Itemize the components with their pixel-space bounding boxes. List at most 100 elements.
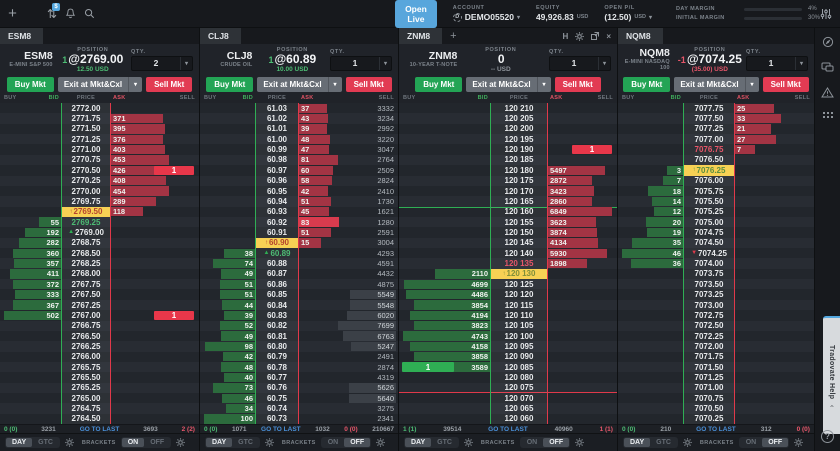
ladder-row[interactable]: 73 5626 60.76 bbox=[200, 382, 398, 394]
price-cell[interactable]: 2771.50 bbox=[62, 123, 110, 135]
price-cell[interactable]: ▼ 7074.25 bbox=[684, 248, 734, 259]
ask-size-bar[interactable]: 118 bbox=[111, 207, 144, 217]
ladder-row[interactable]: 7072.50 bbox=[618, 320, 814, 331]
price-cell[interactable]: 120 085 bbox=[491, 361, 547, 373]
price-cell[interactable]: 2766.75 bbox=[62, 320, 110, 331]
ask-size-bar[interactable]: 3423 bbox=[548, 186, 595, 196]
ask-size-bar[interactable]: 2860 bbox=[548, 196, 592, 207]
price-cell[interactable]: 60.99 bbox=[256, 144, 298, 155]
ladder-row[interactable]: 7071.75 bbox=[618, 351, 814, 362]
ladder-row[interactable]: 37 3332 61.03 bbox=[200, 103, 398, 114]
modules-grid-icon[interactable] bbox=[822, 112, 833, 119]
price-cell[interactable]: 120 160 bbox=[491, 206, 547, 217]
close-panel-icon[interactable]: × bbox=[606, 31, 611, 41]
ask-size-bar[interactable]: 39 bbox=[299, 124, 328, 134]
ladder-row[interactable]: 2766.25 bbox=[0, 341, 199, 352]
price-cell[interactable]: 7071.75 bbox=[684, 351, 734, 362]
ladder-row[interactable]: 120 200 bbox=[399, 123, 617, 135]
qty-select[interactable]: 1 ▾ bbox=[330, 55, 392, 71]
price-cell[interactable]: 60.73 bbox=[256, 413, 298, 425]
ladder-row[interactable]: 98 5247 60.80 bbox=[200, 341, 398, 352]
ladder-row[interactable]: 12 7075.25 bbox=[618, 206, 814, 217]
bid-size-bar[interactable]: 502 bbox=[4, 310, 61, 321]
price-cell[interactable]: 2764.75 bbox=[62, 403, 110, 414]
ladder-row[interactable]: 40 4319 60.77 bbox=[200, 372, 398, 383]
sell-market-button[interactable]: Sell Mkt bbox=[345, 76, 392, 92]
brackets-on-option[interactable]: ON bbox=[745, 439, 757, 446]
ladder-row[interactable]: 47 3047 60.99 bbox=[200, 144, 398, 155]
price-cell[interactable]: 120 100 bbox=[491, 330, 547, 342]
ladder-row[interactable]: 7 7076.75 bbox=[618, 144, 814, 155]
ladder-row[interactable]: 120 205 bbox=[399, 113, 617, 124]
ladder-row[interactable]: 357 2768.25 bbox=[0, 258, 199, 269]
ladder-row[interactable]: 39 2992 61.01 bbox=[200, 123, 398, 135]
ladder-row[interactable]: 2765.25 bbox=[0, 382, 199, 394]
ladder-row[interactable]: 372 2767.75 bbox=[0, 279, 199, 290]
ladder-row[interactable]: 7072.75 bbox=[618, 310, 814, 321]
price-cell[interactable]: 120 155 bbox=[491, 216, 547, 228]
price-cell[interactable]: 7071.50 bbox=[684, 361, 734, 373]
ladder-row[interactable]: 46 5640 60.75 bbox=[200, 393, 398, 404]
price-cell[interactable]: 120 205 bbox=[491, 113, 547, 124]
last-price-cell[interactable]: ↑ 60.90 bbox=[256, 237, 298, 249]
ladder-row[interactable]: 3854 120 115 bbox=[399, 299, 617, 311]
price-cell[interactable]: 60.82 bbox=[256, 320, 298, 331]
ladder-row[interactable]: 120 190 1 bbox=[399, 144, 617, 155]
bid-size-bar[interactable]: 3858 bbox=[413, 352, 490, 362]
ladder-row[interactable]: 282 2768.75 bbox=[0, 237, 199, 249]
ladder-row[interactable]: 15 3004 ↑ 60.90 bbox=[200, 237, 398, 249]
price-cell[interactable]: 2765.50 bbox=[62, 372, 110, 383]
ladder-row[interactable]: 408 2770.25 bbox=[0, 175, 199, 186]
ladder-row[interactable]: 192 ▲ 2769.00 bbox=[0, 227, 199, 238]
ask-size-bar[interactable]: 43 bbox=[299, 113, 329, 124]
brackets-settings-gear-icon[interactable] bbox=[176, 438, 186, 447]
tif-gtc-option[interactable]: GTC bbox=[437, 439, 452, 446]
tif-gtc-option[interactable]: GTC bbox=[238, 439, 253, 446]
ask-size-bar[interactable]: 81 bbox=[299, 155, 339, 165]
price-cell[interactable]: 60.92 bbox=[256, 216, 298, 228]
ladder-row[interactable]: 2765.00 bbox=[0, 393, 199, 404]
price-cell[interactable]: 2767.50 bbox=[62, 289, 110, 300]
ladder-row[interactable]: 4743 120 100 bbox=[399, 330, 617, 342]
brackets-settings-gear-icon[interactable] bbox=[794, 438, 804, 447]
price-cell[interactable]: 120 115 bbox=[491, 299, 547, 311]
exit-at-market-button[interactable]: Exit at Mkt&Cxl ▾ bbox=[466, 76, 551, 92]
price-cell[interactable]: 60.80 bbox=[256, 341, 298, 352]
tif-day-option[interactable]: DAY bbox=[405, 438, 432, 447]
ask-size-bar[interactable]: 48 bbox=[299, 134, 330, 144]
price-cell[interactable]: 120 195 bbox=[491, 134, 547, 145]
bid-size-bar[interactable]: 372 bbox=[12, 279, 61, 289]
price-cell[interactable]: 60.78 bbox=[256, 361, 298, 373]
ladder-row[interactable]: 33 7077.50 bbox=[618, 113, 814, 124]
ladder-row[interactable]: 7073.25 bbox=[618, 289, 814, 300]
price-cell[interactable]: 60.77 bbox=[256, 372, 298, 383]
ladder-row[interactable]: 120 195 bbox=[399, 134, 617, 145]
price-cell[interactable]: 120 070 bbox=[491, 393, 547, 404]
price-cell[interactable]: 120 165 bbox=[491, 196, 547, 207]
sell-working-order-chip[interactable]: 1 bbox=[154, 310, 194, 321]
price-cell[interactable]: 2771.00 bbox=[62, 144, 110, 155]
ask-size-bar[interactable]: 21 bbox=[735, 124, 771, 134]
price-cell[interactable]: 7074.75 bbox=[684, 227, 734, 238]
tif-gtc-option[interactable]: GTC bbox=[656, 439, 671, 446]
ladder-row[interactable]: 49 6763 60.81 bbox=[200, 330, 398, 342]
ladder-row[interactable]: 2860 120 165 bbox=[399, 196, 617, 207]
ladder-row[interactable]: 45 1621 60.93 bbox=[200, 206, 398, 217]
ladder-row[interactable]: 51 1730 60.94 bbox=[200, 196, 398, 207]
ask-size-bar[interactable]: 60 bbox=[299, 165, 333, 176]
ask-size-bar[interactable]: 3623 bbox=[548, 217, 596, 227]
ladder-row[interactable]: 7071.00 bbox=[618, 382, 814, 394]
price-cell[interactable]: 120 135 bbox=[491, 258, 547, 269]
bid-size-bar[interactable]: 35 bbox=[632, 238, 683, 248]
go-to-last-button[interactable]: GO TO LAST bbox=[79, 425, 120, 433]
price-cell[interactable]: 120 200 bbox=[491, 123, 547, 135]
bid-size-bar[interactable]: 2110 bbox=[435, 269, 490, 279]
bid-size-bar[interactable]: 19 bbox=[647, 227, 683, 238]
price-cell[interactable]: 60.76 bbox=[256, 382, 298, 394]
price-cell[interactable]: 2770.75 bbox=[62, 154, 110, 166]
ladder-row[interactable]: 289 2769.75 bbox=[0, 196, 199, 207]
price-cell[interactable]: 7077.75 bbox=[684, 103, 734, 114]
ladder-row[interactable]: 502 2767.00 1 bbox=[0, 310, 199, 321]
bid-size-bar[interactable]: 42 bbox=[223, 352, 255, 362]
alerts-warning-icon[interactable] bbox=[821, 87, 834, 98]
